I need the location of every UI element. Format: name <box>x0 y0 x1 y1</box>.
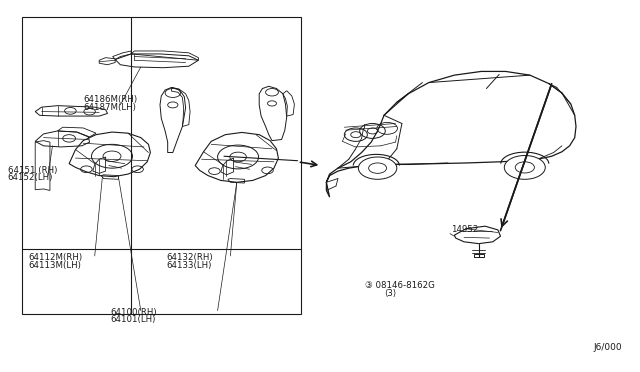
Bar <box>22 17 301 314</box>
Circle shape <box>504 155 545 179</box>
Text: 64151 (RH): 64151 (RH) <box>8 166 57 175</box>
Text: 64186M(RH): 64186M(RH) <box>83 95 138 104</box>
Text: 64187M(LH): 64187M(LH) <box>83 103 136 112</box>
Bar <box>474 254 484 257</box>
Text: 64100(RH): 64100(RH) <box>110 308 157 317</box>
Text: 64132(RH): 64132(RH) <box>166 253 213 262</box>
Text: 64113M(LH): 64113M(LH) <box>29 261 82 270</box>
Text: J6/000: J6/000 <box>594 343 623 352</box>
Text: 64152(LH): 64152(LH) <box>8 173 53 182</box>
Text: ⟨3⟩: ⟨3⟩ <box>384 289 396 298</box>
Text: ③ 08146-8162G: ③ 08146-8162G <box>365 281 435 290</box>
Text: 14952: 14952 <box>451 225 479 234</box>
Circle shape <box>358 157 397 179</box>
Text: 64112M(RH): 64112M(RH) <box>29 253 83 262</box>
Text: 64133(LH): 64133(LH) <box>166 261 212 270</box>
Text: 64101(LH): 64101(LH) <box>110 315 156 324</box>
